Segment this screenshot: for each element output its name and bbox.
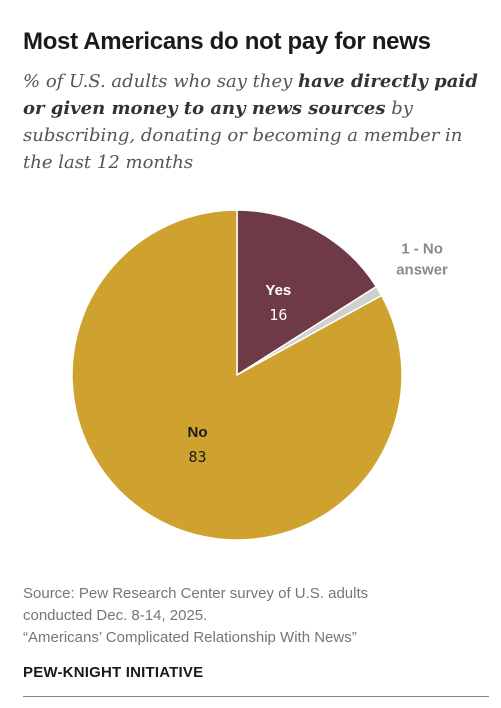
chart-title: Most Americans do not pay for news bbox=[23, 28, 431, 55]
source-note: Source: Pew Research Center survey of U.… bbox=[23, 583, 493, 649]
slice-value-no: 83 bbox=[188, 448, 206, 466]
subtitle-emphasis: have directly paid or given money to any… bbox=[23, 71, 478, 119]
subtitle-part-2: by subscribing, donating or becoming a m… bbox=[23, 98, 463, 173]
source-line-3: “Americans’ Complicated Relationship Wit… bbox=[23, 629, 357, 646]
organization-name: PEW-KNIGHT INITIATIVE bbox=[23, 664, 204, 681]
pie-slice-no bbox=[71, 209, 403, 541]
source-line-2: conducted Dec. 8-14, 2025. bbox=[23, 607, 208, 624]
slice-value-yes: 16 bbox=[269, 306, 287, 324]
slice-label-no: No bbox=[188, 424, 208, 441]
subtitle-part-1: % of U.S. adults who say they bbox=[23, 71, 299, 92]
slice-label-1-no-answer: 1 - No answer bbox=[396, 241, 448, 279]
chart-subtitle: % of U.S. adults who say they have direc… bbox=[23, 68, 493, 176]
pie-slices bbox=[71, 209, 403, 541]
source-line-1: Source: Pew Research Center survey of U.… bbox=[23, 585, 369, 602]
footer-divider bbox=[23, 696, 489, 697]
pie-labels: Yes 16 1 - No answer No 83 bbox=[188, 241, 449, 466]
pie-chart: Yes 16 1 - No answer No 83 bbox=[71, 209, 449, 541]
pie-slice-yes bbox=[236, 209, 378, 376]
slice-label-yes: Yes bbox=[265, 282, 291, 299]
